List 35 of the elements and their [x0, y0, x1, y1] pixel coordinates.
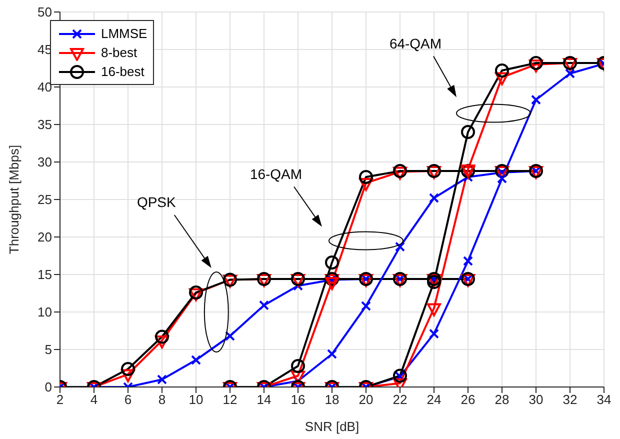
legend-label: LMMSE [101, 26, 148, 41]
y-tick-label: 5 [44, 342, 52, 358]
y-tick-label: 15 [38, 267, 52, 282]
annotation: 64-QAM [389, 35, 442, 52]
annotation: QPSK [136, 194, 177, 210]
legend-label: 16-best [101, 64, 144, 79]
x-tick-label: 10 [188, 392, 204, 408]
annotation: 16-QAM [250, 166, 302, 182]
x-axis-title: SNR [dB] [304, 419, 360, 434]
y-tick-label: 40 [38, 80, 52, 95]
x-tick-label: 8 [158, 392, 166, 408]
x-tick-label: 2 [56, 392, 64, 408]
y-tick-label: 25 [38, 192, 52, 208]
y-tick-label: 0 [44, 380, 52, 395]
x-tick-label: 16 [290, 392, 306, 408]
y-tick-label: 20 [38, 230, 52, 245]
y-axis-title: Throughput [Mbps] [6, 144, 22, 254]
y-tick-label: 35 [38, 117, 52, 132]
x-tick-label: 32 [562, 392, 578, 408]
x-tick-label: 26 [460, 392, 476, 408]
y-tick-label: 30 [38, 154, 52, 170]
x-tick-label: 24 [426, 392, 442, 408]
legend-label: 8-best [101, 45, 138, 60]
x-tick-label: 12 [222, 392, 238, 408]
x-tick-label: 4 [90, 392, 98, 408]
x-tick-label: 18 [324, 392, 340, 408]
y-tick-label: 10 [38, 304, 52, 320]
x-tick-label: 28 [494, 392, 510, 408]
x-tick-label: 34 [596, 392, 612, 408]
x-tick-label: 6 [124, 392, 132, 408]
x-tick-label: 30 [528, 392, 544, 408]
y-tick-label: 50 [38, 4, 52, 20]
x-tick-label: 20 [358, 392, 374, 408]
x-tick-label: 22 [392, 392, 408, 408]
x-tick-label: 14 [256, 392, 272, 408]
